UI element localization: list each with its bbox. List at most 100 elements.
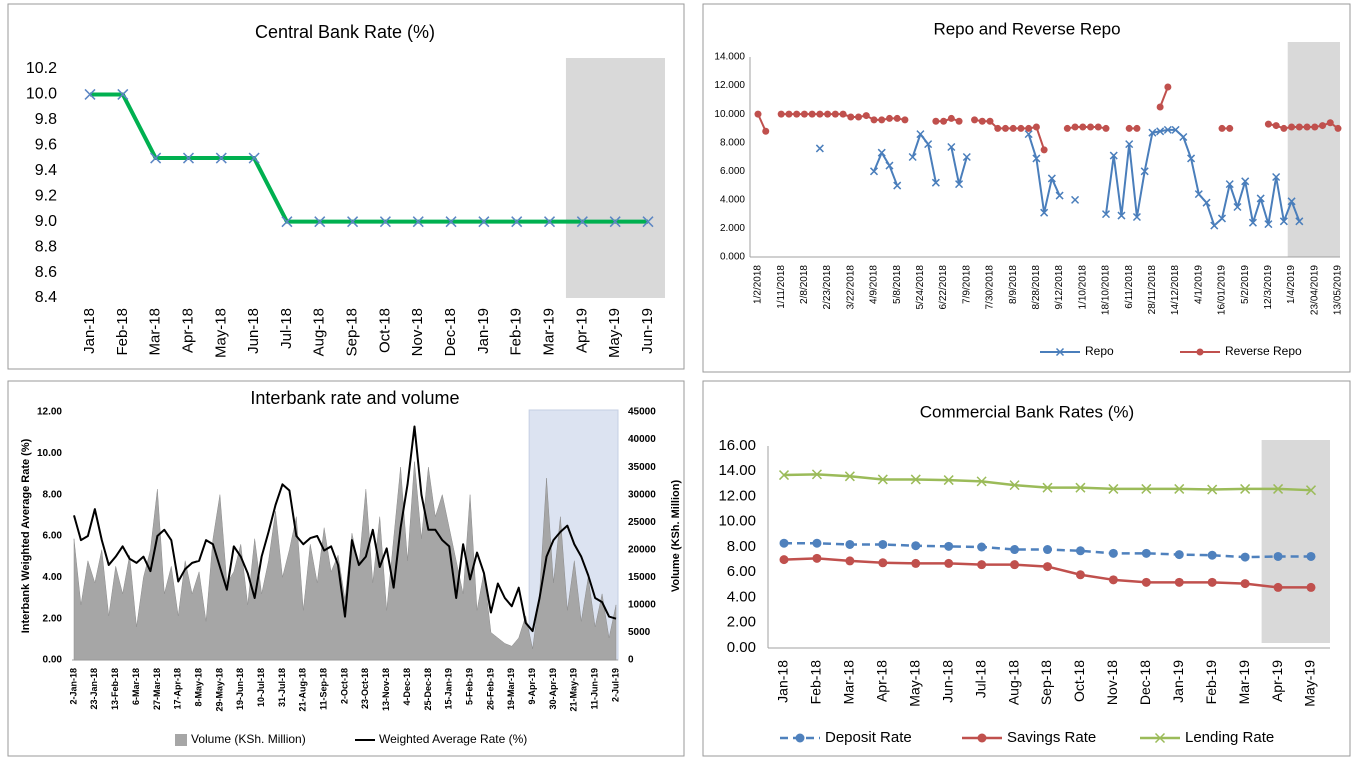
marker [1287,197,1296,206]
marker [878,539,888,549]
marker [1279,217,1288,226]
marker [445,216,457,228]
legend-label: Lending Rate [1185,729,1274,746]
marker [182,152,195,164]
marker [1079,123,1087,131]
x-tick-label: Jan-18 [81,308,98,354]
x-tick-label: Mar-18 [147,308,164,356]
chart-title: Repo and Reverse Repo [933,19,1120,38]
marker [1043,562,1052,572]
x-tick-label: Jun-19 [639,308,656,354]
y-tick-label: 9.2 [35,187,57,204]
y-tick-label: 12.00 [718,487,756,504]
y-tick-label: 4.00 [727,588,756,605]
line [935,117,960,123]
legend-label: Reverse Repo [1225,344,1302,358]
x-tick-label: 1/11/2018 [776,265,787,309]
x-tick-label: Aug-18 [311,308,328,356]
x-tick-label: Feb-18 [808,660,824,705]
x-tick-label: 11-Sep-18 [319,668,329,710]
marker [314,216,326,228]
y-tick-label: 2.00 [727,614,756,631]
marker [870,116,878,124]
marker [1202,198,1211,207]
y-tick-label: 9.6 [35,137,57,154]
marker [543,216,556,228]
y2-tick-label: 15000 [628,572,656,583]
marker [1306,551,1316,561]
legend-marker [977,733,987,743]
x-tick-label: Jun-18 [245,308,262,354]
y-tick-label: 0.00 [727,639,756,656]
x-tick-label: 23-Oct-18 [360,668,370,709]
marker [947,114,955,122]
marker [824,110,832,118]
marker [911,541,921,551]
x-tick-label: 5/24/2018 [915,265,926,310]
marker [1295,123,1303,131]
y-tick-label: 0.00 [43,655,63,666]
x-tick-label: Feb-19 [1203,660,1219,705]
x-tick-label: Mar-18 [841,660,857,705]
x-tick-label: 7/30/2018 [985,265,996,310]
y-tick-label: 6.00 [727,563,756,580]
marker [1194,190,1203,199]
marker [885,114,893,122]
y2-tick-label: 25000 [628,517,656,528]
marker [940,117,948,125]
marker [793,110,801,118]
line [1159,86,1169,108]
legend-swatch [175,734,187,746]
y-tick-label: 9.4 [35,162,57,179]
marker [1009,480,1020,491]
y-tick-label: 4.00 [43,572,63,583]
marker [1094,123,1102,131]
x-tick-label: 29-May-18 [214,668,224,712]
x-tick-label: 13/05/2019 [1333,265,1344,315]
x-tick-label: 14/12/2018 [1170,265,1181,315]
x-tick-label: Jul-18 [972,660,988,698]
y-tick-label: 14.00 [718,462,756,479]
marker [955,117,963,125]
y-tick-label: 12.00 [37,407,62,418]
y-tick-label: 0.000 [720,252,745,263]
x-tick-label: 7/9/2018 [961,265,972,304]
x-tick-label: 16/01/2019 [1217,265,1228,315]
y2-tick-label: 30000 [628,489,656,500]
marker [1233,202,1242,212]
marker [1117,211,1126,220]
marker [1156,103,1164,111]
marker [347,216,359,228]
legend-marker [1154,732,1166,744]
y-tick-label: 8.00 [43,489,63,500]
x-tick-label: 21-May-19 [569,668,579,712]
marker [1207,484,1218,495]
y-tick-label: 6.000 [720,166,745,177]
x-tick-label: Aug-18 [1005,660,1021,705]
x-tick-label: 19-Mar-19 [506,668,516,710]
marker [1164,83,1172,91]
marker [869,167,879,176]
marker [1306,582,1316,592]
marker [1109,151,1118,160]
marker [1063,124,1071,132]
marker [815,144,824,153]
line [73,425,617,633]
line [1268,121,1339,130]
x-tick-label: 17-Apr-18 [173,668,183,710]
marker [1156,127,1165,136]
marker [831,110,839,118]
x-tick-label: Jul-18 [278,308,295,349]
x-tick-label: 9/12/2018 [1054,265,1065,310]
legend-label: Weighted Average Rate (%) [379,732,527,746]
x-tick-label: 2/23/2018 [822,265,833,310]
x-tick-label: 19-Jun-18 [235,668,245,710]
x-tick-label: 13-Feb-18 [110,668,120,710]
marker [1334,124,1342,132]
x-tick-label: Sep-18 [1038,660,1054,705]
marker [986,117,994,125]
marker [1210,221,1219,230]
marker [1108,575,1118,585]
marker [1125,140,1134,149]
x-tick-label: 3/22/2018 [845,265,856,310]
